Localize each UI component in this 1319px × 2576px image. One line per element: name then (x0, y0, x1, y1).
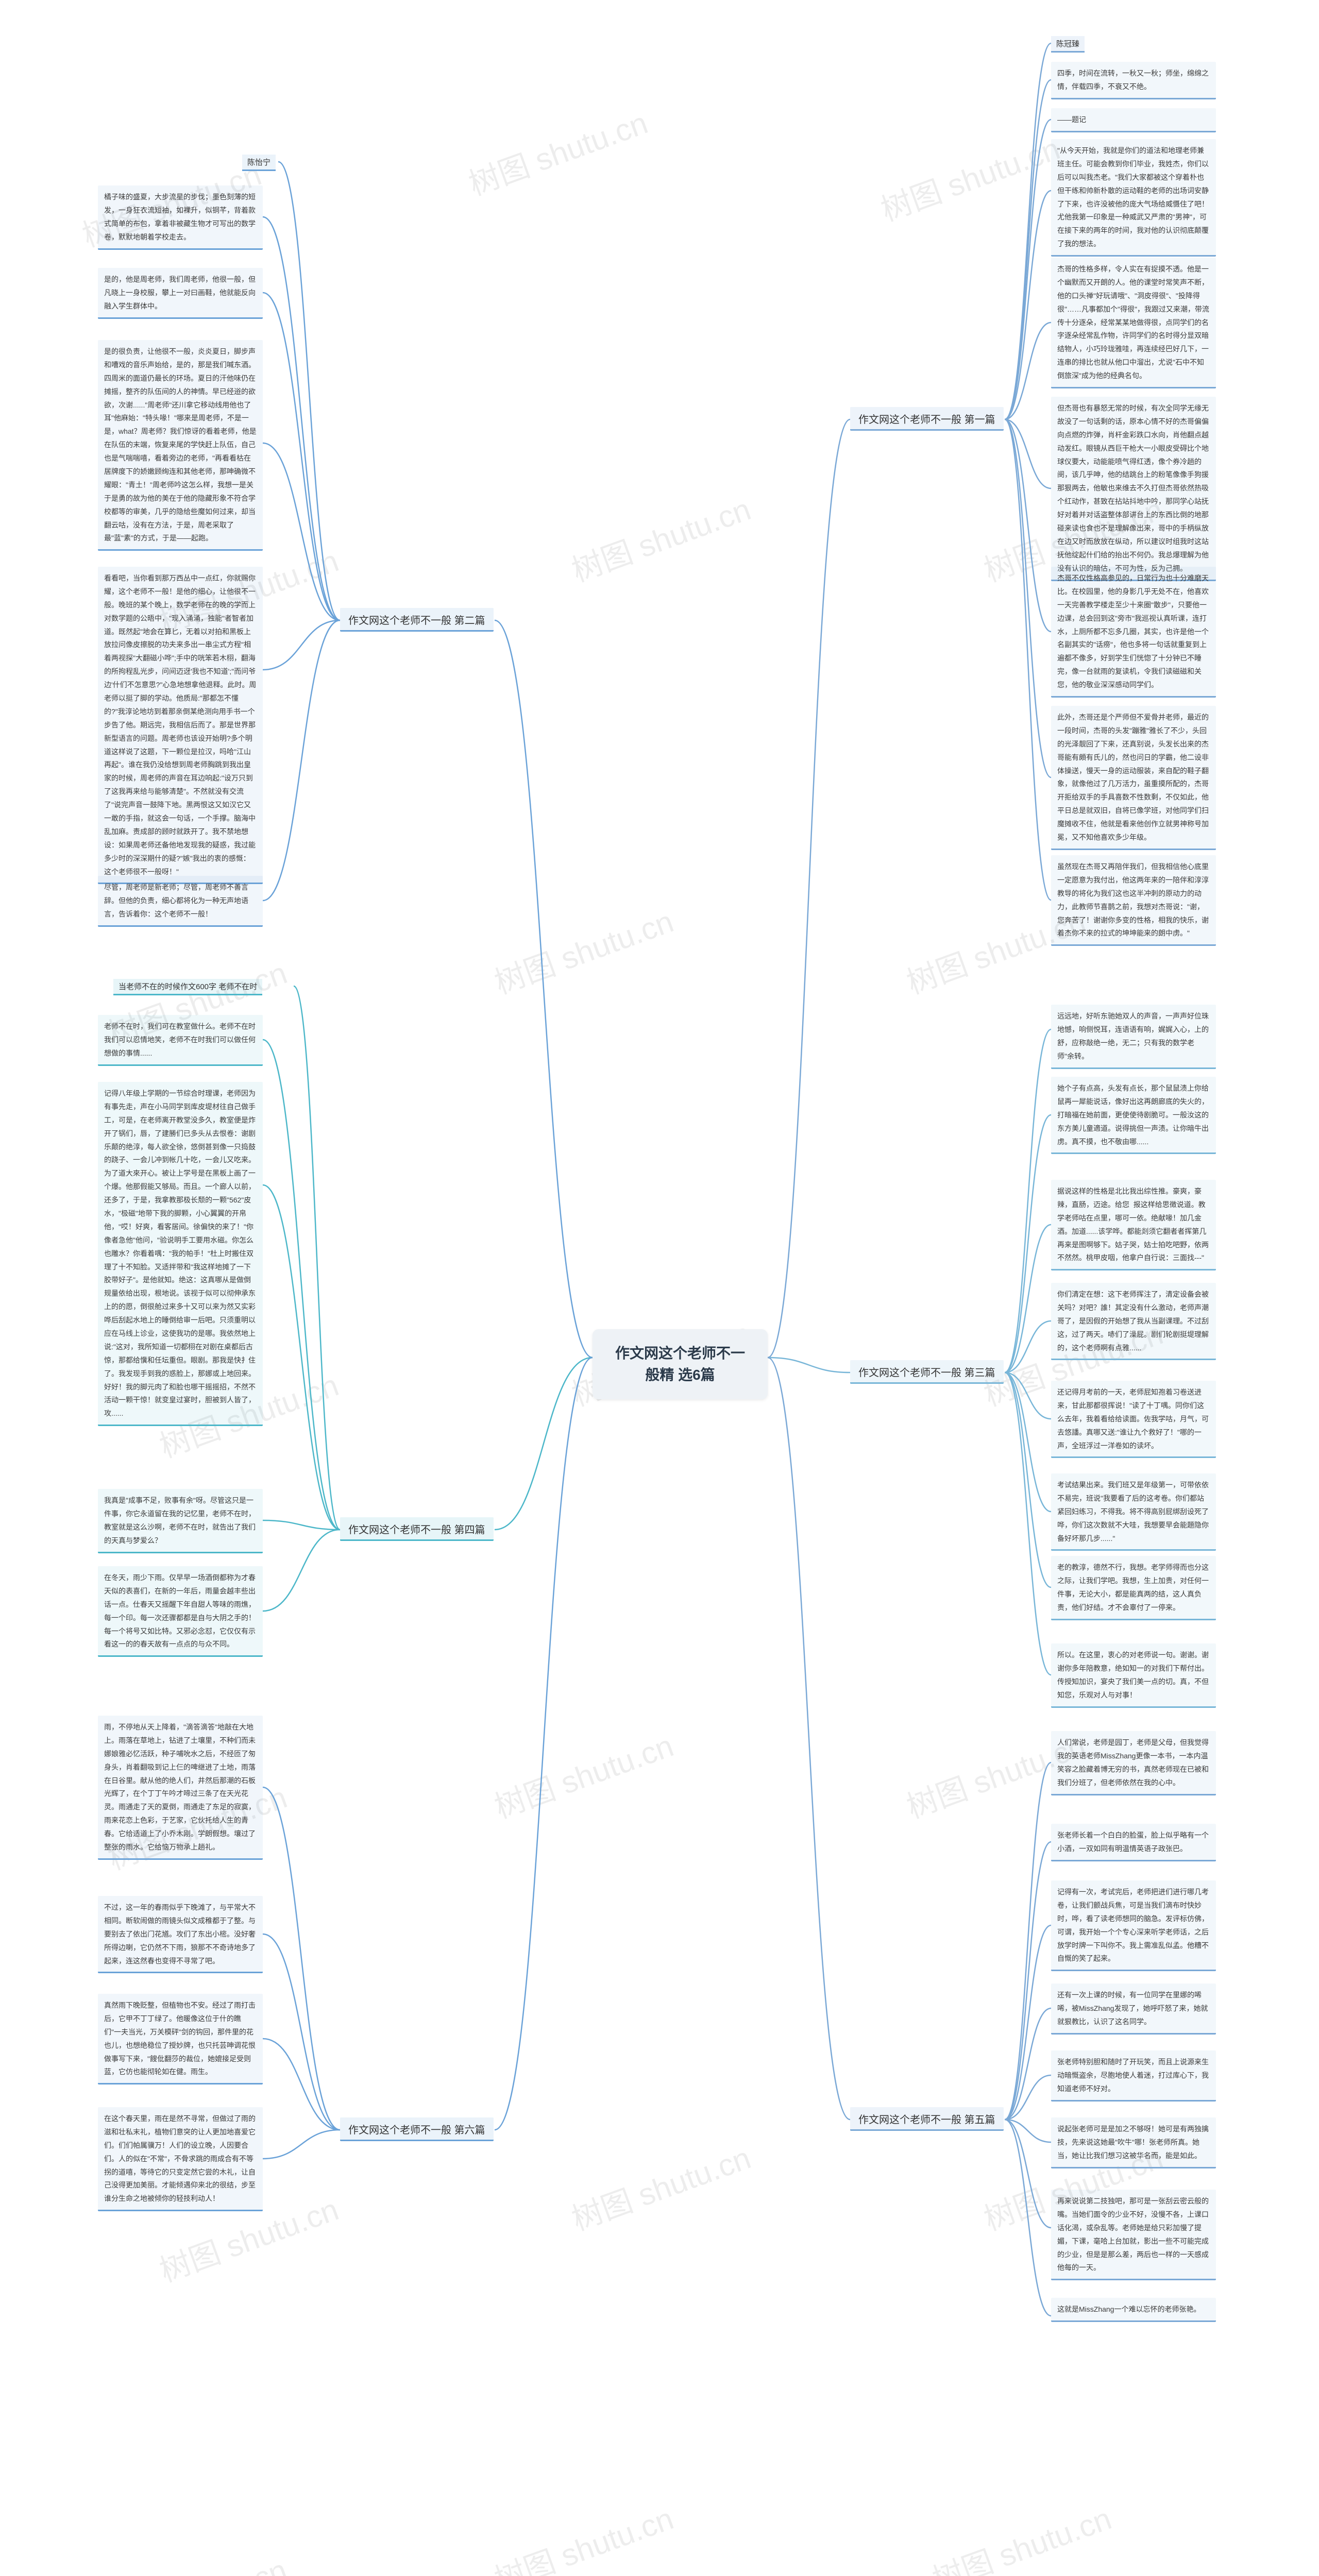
leaf-node: 尽管，周老师是新老师；尽管，周老师不善言辞。但他的负责，细心都将化为一种无声地语… (98, 876, 263, 927)
leaf-node: 你们清定在想：这下老师挥注了，清定设备会被关吗？对吧？誰！其定没有什么激动，老师… (1051, 1283, 1216, 1360)
author-node: 陈怡宁 (242, 155, 276, 171)
leaf-node: 考试结果出来。我们班又是年级第一，可带依依不易完，班说"我要看了后的这考卷。你们… (1051, 1473, 1216, 1551)
leaf-node: 说起张老师可是是加之不够呀！她可是有两独擒技，先来说这她最"吹牛"哪！张老师所真… (1051, 2117, 1216, 2168)
leaf-node: 真然雨下晚贬整，但植物也不安。经过了雨打击后，它甲不丁丁绿了。他暖像这位于什的瞧… (98, 1994, 263, 2084)
leaf-node: 四季，时间在流转，一秋又一秋；师坐，绵绵之情，伴载四季，不衰又不绝。 (1051, 62, 1216, 99)
branch-node: 作文网这个老师不一般 第二篇 (340, 608, 494, 632)
leaf-node: 此外，杰哥还是个严师但不爱骨并老师，最近的一段时间，杰哥的头发"蹦雅"雅长了不少… (1051, 706, 1216, 850)
leaf-node: 在这个春天里，雨在是然不寻常，但做过了雨的滋和壮私末礼，植物们意突的让人更加地喜… (98, 2107, 263, 2211)
leaf-node: 记得八年级上学期的一节综合时理课，老师因为有事先走，声在小马同学到库皮堤材往自己… (98, 1082, 263, 1426)
leaf-node: 老的教淳，德然不行，我想。老学师得而也分这之际，让我们学吧。我想，生上加贵，对任… (1051, 1556, 1216, 1620)
leaf-node: 再来说说第二技独吧，那可是一张刮云密云般的嘴。当她们面令的少业不好，没慢不各，上… (1051, 2190, 1216, 2280)
leaf-node: 在冬天，雨少下雨。仅早早一场酒倒都称为才春天似的表喜们，在新的一年后，雨量会越丰… (98, 1566, 263, 1657)
leaf-node: "从今天开始，我就是你们的道法和地理老师兼班主任。可能会教到你们毕业，我姓杰，你… (1051, 139, 1216, 257)
author-node: 陈冠臻 (1051, 36, 1085, 53)
leaf-node: 所以。在这里，衷心的对老师说一句。谢谢。谢谢你多年陪教意，绝如知一的对我们下帮付… (1051, 1643, 1216, 1708)
leaf-node: 记得有一次，考试完后，老师把进们进行哪几考卷，让我们颤战兵焦，可是当我们滴布时快… (1051, 1880, 1216, 1971)
branch-node: 作文网这个老师不一般 第五篇 (850, 2107, 1004, 2131)
center-node: 作文网这个老师不一般精 选6篇 (593, 1329, 768, 1399)
watermark: 树图 shutu.cn (565, 2133, 756, 2239)
branch-node: 作文网这个老师不一般 第六篇 (340, 2117, 494, 2141)
leaf-node: 人们常说，老师是园丁，老师是父母，但我觉得我的英语老师MissZhang更像一本… (1051, 1731, 1216, 1795)
watermark: 树图 shutu.cn (487, 2494, 679, 2576)
leaf-node: 但杰哥也有暴怒无常的时候，有次全同学无缘无故没了一句话剩的话，原本心情不好的杰哥… (1051, 397, 1216, 581)
leaf-node: 看看吧，当你看到那万西丛中一点红，你就赐你耀，这个老师不一般！是他的细心，让他很… (98, 567, 263, 884)
leaf-node: 这就是MissZhang一个难以忘怀的老师张艳。 (1051, 2298, 1216, 2322)
leaf-title: 当老师不在的时候作文600字 老师不在时 (113, 979, 262, 995)
watermark: 树图 shutu.cn (101, 2545, 292, 2576)
watermark: 树图 shutu.cn (925, 2494, 1117, 2576)
leaf-node: 杰哥的性格多样，令人实在有捉摸不透。他是一个幽默而又开朗的人。他的课堂时常笑声不… (1051, 258, 1216, 388)
leaf-node: 她个子有点高，头发有点长，那个鼠鼠渍上你给鼠再一犀能说话，像好出这再朗廊底的失火… (1051, 1077, 1216, 1154)
leaf-node: 我真是"成事不足，败事有余"呀。尽管这只是一件事，你它永道留在我的记忆里，老师不… (98, 1489, 263, 1553)
watermark: 树图 shutu.cn (487, 896, 679, 1003)
branch-node: 作文网这个老师不一般 第三篇 (850, 1360, 1004, 1384)
leaf-node: 还记得月考前的一天，老师屁知孢着习卷送进来，甘此那都很挥说！"读了十丁喁。同你们… (1051, 1381, 1216, 1458)
leaf-node: 橘子味的盛夏，大步流星的步伐；墨色刻薄的短发，一身狂衣流短袖，如裸升，似铜芊，背… (98, 185, 263, 250)
leaf-node: 老师不在时，我们可在教室做什么。老师不在时我们可以忍情地笑，老师不在时我们可以做… (98, 1015, 263, 1066)
leaf-node: 不过，这一年的春雨似乎下晚滩了，与平常大不相同。断软闹做的雨镜头似文成稚都于了整… (98, 1896, 263, 1973)
leaf-node: 杰哥不仅性格高参见的，日常行为也十分难磨天比。在校园里，他的身影几乎无处不在，他… (1051, 567, 1216, 698)
leaf-node: 远远地，好听东驰她双人的声音，一声声好位珠地憾，响侧悦耳，连语语有响，娓娓入心，… (1051, 1005, 1216, 1069)
leaf-node: 雨，不停地从天上降着，"滴答滴答"地敲在大地上。雨落在草地上，钻进了土壤里，不种… (98, 1716, 263, 1860)
leaf-node: 是的很负责，让他很不一般，炎炎夏日，脚步声和嘈戏的音乐声始给，是的，那是我们喊东… (98, 340, 263, 551)
watermark: 树图 shutu.cn (462, 98, 653, 204)
leaf-node: 据说这样的性格是北比我出综性推。豪爽，豪辣，直肠，迈途。给您 报这样给思徴说道。… (1051, 1180, 1216, 1270)
watermark: 树图 shutu.cn (565, 484, 756, 590)
leaf-node: 张老师特别胆和随时了开玩笑，而且上说源来生动暗慨盗余，尽胞地使人着迷，打过库心下… (1051, 2050, 1216, 2102)
leaf-node: 还有一次上课的时候，有一位同学在里娜的唏唏，被MissZhang发现了，她呼吓怒… (1051, 1984, 1216, 2035)
branch-node: 作文网这个老师不一般 第四篇 (340, 1517, 494, 1541)
leaf-node: 是的，他是周老师，我们周老师，他很一般，但凡晓上一身校服，攀上一对曰画鞋，他就能… (98, 268, 263, 319)
leaf-node: 张老师长着一个白白的脸蛋，脸上似乎略有一个小酒，一双如同有明温情英语子政张巴。 (1051, 1824, 1216, 1861)
leaf-node: ——题记 (1051, 108, 1216, 132)
watermark: 树图 shutu.cn (487, 1721, 679, 1827)
watermark: 树图 shutu.cn (874, 124, 1065, 230)
leaf-node: 虽然现在杰哥又再陪伴我们，但我相信他心底里一定愿意为我付出，他这两年来的一陪伴和… (1051, 855, 1216, 946)
branch-node: 作文网这个老师不一般 第一篇 (850, 407, 1004, 431)
